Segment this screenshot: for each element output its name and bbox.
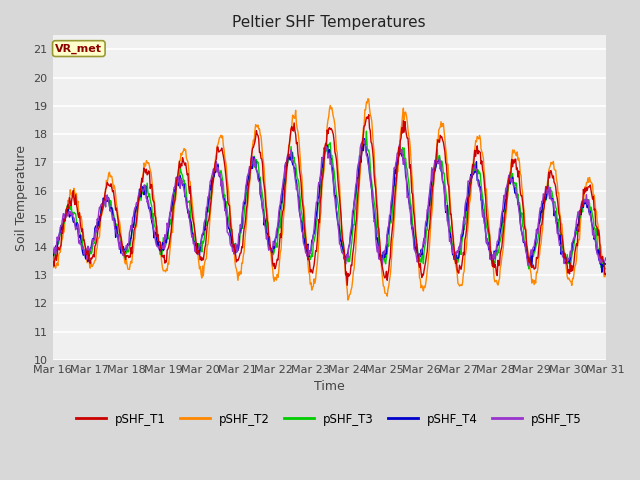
Title: Peltier SHF Temperatures: Peltier SHF Temperatures bbox=[232, 15, 426, 30]
pSHF_T3 bbox=[413, 241, 421, 247]
Line: pSHF_T1: pSHF_T1 bbox=[52, 115, 605, 285]
pSHF_T3 bbox=[49, 263, 56, 268]
pSHF_T5 bbox=[201, 218, 209, 224]
pSHF_T4 bbox=[201, 227, 209, 233]
pSHF_T4 bbox=[397, 150, 405, 156]
pSHF_T5 bbox=[360, 135, 367, 141]
pSHF_T1 bbox=[398, 125, 406, 131]
pSHF_T3 bbox=[116, 231, 124, 237]
pSHF_T1 bbox=[201, 245, 209, 251]
pSHF_T2 bbox=[59, 235, 67, 241]
pSHF_T5 bbox=[397, 149, 405, 155]
pSHF_T2 bbox=[398, 120, 406, 126]
pSHF_T5 bbox=[602, 255, 609, 261]
pSHF_T5 bbox=[49, 244, 56, 250]
pSHF_T4 bbox=[413, 247, 421, 253]
pSHF_T3 bbox=[602, 266, 609, 272]
Line: pSHF_T2: pSHF_T2 bbox=[52, 99, 605, 300]
pSHF_T3 bbox=[172, 187, 179, 192]
pSHF_T4 bbox=[116, 240, 124, 246]
pSHF_T2 bbox=[201, 259, 209, 264]
pSHF_T2 bbox=[344, 297, 352, 303]
pSHF_T1 bbox=[172, 191, 179, 196]
pSHF_T2 bbox=[116, 218, 124, 224]
Line: pSHF_T4: pSHF_T4 bbox=[52, 139, 605, 272]
Legend: pSHF_T1, pSHF_T2, pSHF_T3, pSHF_T4, pSHF_T5: pSHF_T1, pSHF_T2, pSHF_T3, pSHF_T4, pSHF… bbox=[72, 408, 587, 431]
pSHF_T2 bbox=[364, 96, 372, 102]
Text: VR_met: VR_met bbox=[55, 44, 102, 54]
pSHF_T1 bbox=[414, 252, 422, 258]
pSHF_T2 bbox=[172, 197, 179, 203]
pSHF_T1 bbox=[116, 229, 124, 235]
pSHF_T5 bbox=[413, 259, 421, 265]
pSHF_T5 bbox=[116, 246, 124, 252]
pSHF_T4 bbox=[598, 269, 605, 275]
pSHF_T4 bbox=[602, 261, 609, 267]
pSHF_T2 bbox=[49, 257, 56, 263]
Line: pSHF_T3: pSHF_T3 bbox=[52, 131, 605, 269]
Y-axis label: Soil Temperature: Soil Temperature bbox=[15, 144, 28, 251]
pSHF_T3 bbox=[397, 147, 405, 153]
pSHF_T1 bbox=[365, 112, 372, 118]
pSHF_T4 bbox=[59, 229, 67, 235]
pSHF_T3 bbox=[59, 226, 67, 232]
pSHF_T4 bbox=[49, 249, 56, 255]
pSHF_T3 bbox=[201, 229, 209, 235]
pSHF_T5 bbox=[59, 216, 67, 221]
pSHF_T1 bbox=[59, 230, 67, 236]
pSHF_T1 bbox=[49, 263, 56, 269]
pSHF_T1 bbox=[602, 271, 609, 276]
pSHF_T3 bbox=[363, 128, 371, 134]
pSHF_T4 bbox=[360, 136, 368, 142]
Line: pSHF_T5: pSHF_T5 bbox=[52, 138, 605, 266]
X-axis label: Time: Time bbox=[314, 380, 344, 393]
pSHF_T4 bbox=[172, 187, 179, 193]
pSHF_T5 bbox=[172, 179, 179, 184]
pSHF_T2 bbox=[414, 254, 422, 260]
pSHF_T1 bbox=[343, 282, 351, 288]
pSHF_T5 bbox=[524, 263, 532, 269]
pSHF_T2 bbox=[602, 271, 609, 277]
